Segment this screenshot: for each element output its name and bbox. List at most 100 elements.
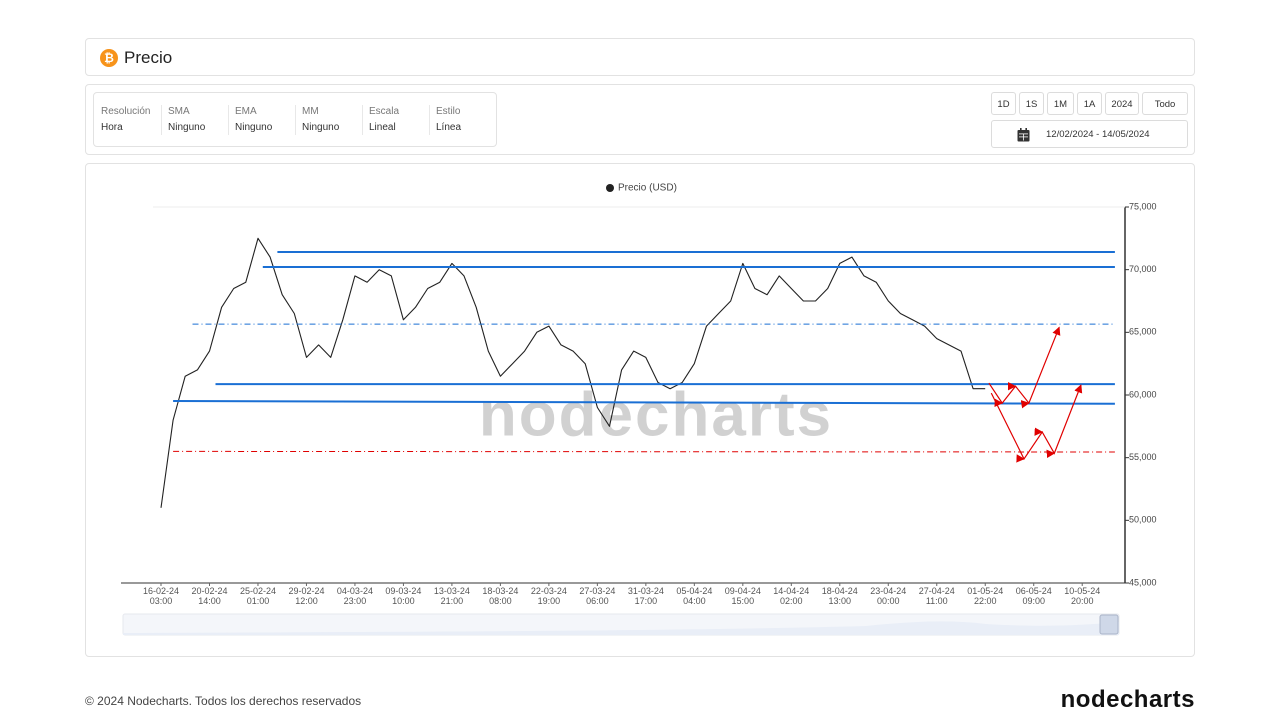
x-tick-label-line: 03:00	[150, 596, 173, 606]
watermark: nodecharts	[479, 380, 833, 449]
setting-value: Ninguno	[235, 122, 273, 133]
x-tick-label-line: 22-03-24	[531, 586, 567, 596]
x-tick-label-line: 19:00	[538, 596, 561, 606]
x-tick-label-line: 04-03-24	[337, 586, 373, 596]
x-tick-label: 01-05-24 22:00	[967, 586, 1003, 606]
setting-label: Estilo	[436, 106, 461, 117]
setting[interactable]: MM Ninguno	[295, 93, 362, 146]
footer-logo: nodecharts	[1060, 686, 1195, 713]
setting[interactable]: Estilo Línea	[429, 93, 496, 146]
x-tick-label: 05-04-24 04:00	[676, 586, 712, 606]
x-tick-label-line: 09-03-24	[385, 586, 421, 596]
x-tick-label: 29-02-24 12:00	[288, 586, 324, 606]
chart: nodecharts Precio (USD) 45,000 50,000 55,000…	[121, 183, 1157, 636]
x-tick-label: 18-04-24 13:00	[822, 586, 858, 606]
x-tick-label-line: 27-04-24	[919, 586, 955, 596]
y-tick-label: 45,000	[1129, 577, 1157, 587]
projection-arrows	[988, 326, 1061, 409]
projection-arrows	[990, 384, 1083, 463]
setting-label: EMA	[235, 106, 257, 117]
x-tick-label-line: 29-02-24	[288, 586, 324, 596]
x-tick-label-line: 01:00	[247, 596, 270, 606]
legend-marker	[606, 184, 614, 192]
legend-label: Precio (USD)	[618, 183, 677, 194]
setting-label: Escala	[369, 106, 400, 117]
x-tick-label-line: 20-02-24	[191, 586, 227, 596]
header-card: ₿ Precio	[85, 38, 1195, 76]
x-tick-label-line: 16-02-24	[143, 586, 179, 596]
level-line	[173, 400, 1115, 405]
chart-card: nodecharts Precio (USD) 45,000 50,000 55,000…	[85, 163, 1195, 657]
x-tick-label-line: 10-05-24	[1064, 586, 1100, 596]
x-tick-label: 16-02-24 03:00	[143, 586, 179, 606]
bitcoin-icon: ₿	[100, 49, 118, 67]
range-button[interactable]: 1S	[1019, 92, 1044, 115]
range-button[interactable]: 1M	[1047, 92, 1074, 115]
range-button[interactable]: Todo	[1142, 92, 1188, 115]
y-tick-label: 55,000	[1129, 452, 1157, 462]
x-tick-label-line: 10:00	[392, 596, 415, 606]
x-tick-label-line: 14:00	[198, 596, 221, 606]
x-tick-label: 27-04-24 11:00	[919, 586, 955, 606]
y-tick-label: 60,000	[1129, 389, 1157, 399]
x-tick-label-line: 13:00	[829, 596, 852, 606]
x-tick-label-line: 09:00	[1022, 596, 1045, 606]
setting-label: Resolución	[101, 106, 151, 117]
range-button[interactable]: 1A	[1077, 92, 1102, 115]
range-button[interactable]: 2024	[1105, 92, 1139, 115]
setting-label: SMA	[168, 106, 190, 117]
y-tick-label: 50,000	[1129, 515, 1157, 525]
setting[interactable]: SMA Ninguno	[161, 93, 228, 146]
x-tick-label: 27-03-24 06:00	[579, 586, 615, 606]
range-button[interactable]: 1D	[991, 92, 1016, 115]
x-tick-label-line: 05-04-24	[676, 586, 712, 596]
calendar-icon	[1017, 128, 1030, 142]
x-tick-label-line: 04:00	[683, 596, 706, 606]
x-tick-label-line: 20:00	[1071, 596, 1094, 606]
x-tick-label-line: 01-05-24	[967, 586, 1003, 596]
x-tick-label: 09-04-24 15:00	[725, 586, 761, 606]
x-tick-label: 10-05-24 20:00	[1064, 586, 1100, 606]
x-tick-label-line: 22:00	[974, 596, 997, 606]
x-tick-label: 04-03-24 23:00	[337, 586, 373, 606]
x-tick-label: 06-05-24 09:00	[1016, 586, 1052, 606]
x-tick-label-line: 25-02-24	[240, 586, 276, 596]
x-tick-label-line: 02:00	[780, 596, 803, 606]
x-tick-label: 13-03-24 21:00	[434, 586, 470, 606]
setting[interactable]: EMA Ninguno	[228, 93, 295, 146]
x-tick-label-line: 11:00	[926, 596, 948, 606]
x-tick-label-line: 00:00	[877, 596, 900, 606]
setting[interactable]: Resolución Hora	[94, 93, 161, 146]
x-tick-label: 23-04-24 00:00	[870, 586, 906, 606]
setting[interactable]: Escala Lineal	[362, 93, 429, 146]
x-tick-label-line: 21:00	[441, 596, 464, 606]
y-tick-label: 75,000	[1129, 201, 1157, 211]
x-tick-label-line: 12:00	[295, 596, 318, 606]
x-tick-label: 22-03-24 19:00	[531, 586, 567, 606]
x-tick-label-line: 09-04-24	[725, 586, 761, 596]
setting-value: Hora	[101, 122, 123, 133]
setting-value: Ninguno	[168, 122, 206, 133]
price-line	[160, 237, 986, 508]
controls-card: Resolución Hora SMA Ninguno EMA Ninguno MM Ning…	[85, 84, 1195, 155]
y-tick-label: 70,000	[1129, 264, 1157, 274]
date-range-picker[interactable]: 12/02/2024 - 14/05/2024	[991, 120, 1188, 148]
x-tick-label: 18-03-24 08:00	[482, 586, 518, 606]
x-tick-label-line: 13-03-24	[434, 586, 470, 596]
x-tick-label: 25-02-24 01:00	[240, 586, 276, 606]
navigator-area	[123, 621, 1119, 635]
y-tick-label: 65,000	[1129, 327, 1157, 337]
x-tick-label-line: 17:00	[635, 596, 658, 606]
level-line	[173, 450, 1115, 453]
x-tick-label: 09-03-24 10:00	[385, 586, 421, 606]
navigator-handle[interactable]	[1099, 614, 1119, 635]
footer-text: © 2024 Nodecharts. Todos los derechos re…	[85, 694, 362, 708]
x-tick-label-line: 23-04-24	[870, 586, 906, 596]
x-tick-label-line: 06:00	[586, 596, 609, 606]
setting-value: Línea	[436, 122, 462, 133]
page-title: Precio	[124, 48, 173, 67]
settings-panel: Resolución Hora SMA Ninguno EMA Ninguno MM Ning…	[93, 92, 497, 147]
date-range-text: 12/02/2024 - 14/05/2024	[1046, 129, 1150, 140]
x-tick-label: 31-03-24 17:00	[628, 586, 664, 606]
